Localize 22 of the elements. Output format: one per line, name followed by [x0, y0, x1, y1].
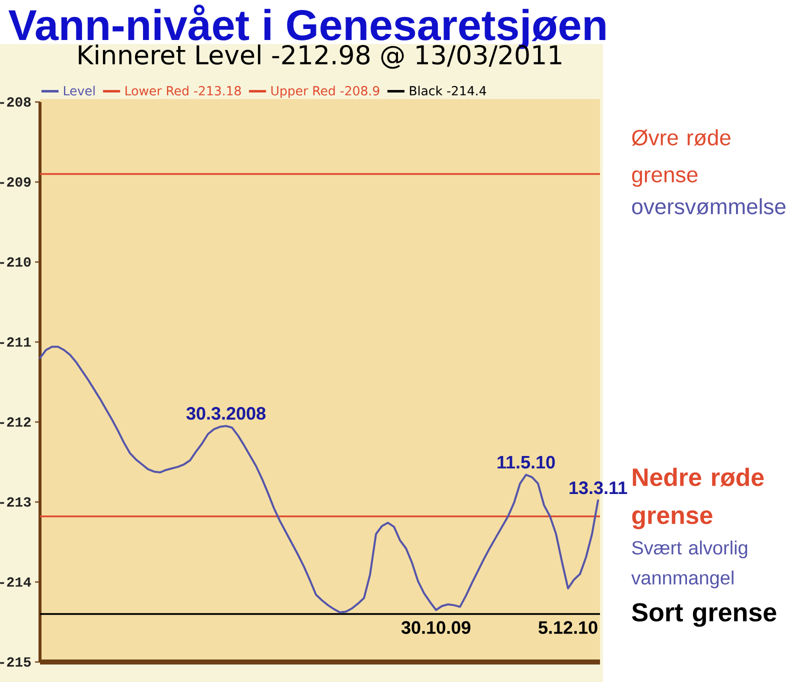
text: Øvre røde grense — [632, 129, 730, 187]
y-tick-label: -215 — [0, 657, 31, 667]
legend-label: Level — [64, 86, 95, 96]
text: Svært alvorlig vannmangel — [631, 540, 748, 588]
legend-label: Black -214.4 — [410, 86, 486, 96]
annotation: 11.5.10 — [498, 456, 555, 469]
text: Sort grense — [632, 603, 776, 627]
text: oversvømmelse — [632, 198, 786, 215]
y-tick-label: -213 — [0, 497, 31, 507]
y-tick-label: -208 — [0, 97, 31, 107]
y-tick-label: -212 — [0, 417, 31, 427]
y-tick-label: -210 — [0, 257, 31, 267]
annotation: 30.3.2008 — [186, 407, 266, 420]
text: Nedre røde grense — [632, 468, 764, 530]
y-tick-label: -211 — [0, 337, 31, 347]
legend-label: Upper Red -208.9 — [271, 86, 380, 98]
legend-label: Lower Red -213.18 — [126, 86, 241, 96]
y-tick-label: -209 — [0, 177, 31, 187]
annotation: 30.10.09 — [401, 621, 470, 634]
y-tick-label: -214 — [0, 577, 32, 587]
annotation: 13.3.11 — [570, 481, 628, 494]
annotation: 5.12.10 — [538, 621, 598, 634]
